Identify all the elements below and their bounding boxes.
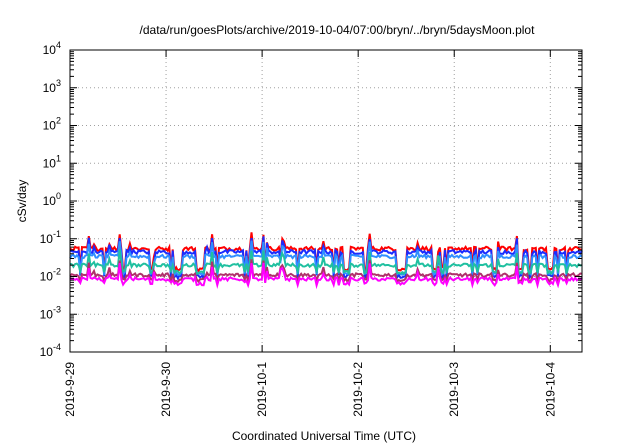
series-group (69, 232, 583, 290)
y-tick-label: 10-3 (40, 304, 61, 321)
y-tick-label: 10-4 (40, 342, 61, 359)
x-tick-label: 2019-10-3 (447, 362, 461, 417)
series-line-4 (69, 249, 583, 277)
y-tick-label: 102 (43, 116, 61, 133)
x-tick-label: 2019-10-2 (351, 362, 365, 417)
x-tick-label: 2019-10-4 (543, 362, 557, 417)
y-axis-label: cSv/day (15, 180, 29, 223)
x-tick-label: 2019-9-29 (63, 362, 77, 417)
y-tick-label: 101 (43, 153, 61, 170)
y-tick-label: 104 (43, 40, 61, 57)
y-tick-label: 10-1 (40, 229, 61, 246)
chart-title: /data/run/goesPlots/archive/2019-10-04/0… (140, 23, 536, 37)
y-tick-labels: 10-4 10-3 10-2 10-1 100 101 102 103 104 (40, 40, 61, 359)
x-axis-label: Coordinated Universal Time (UTC) (232, 429, 416, 443)
series-line-3 (69, 240, 583, 278)
grid (70, 50, 582, 352)
y-tick-label: 10-2 (40, 267, 61, 284)
tick-marks (69, 49, 582, 353)
x-tick-labels: 2019-9-29 2019-9-30 2019-10-1 2019-10-2 2019… (63, 362, 557, 417)
x-tick-label: 2019-10-1 (255, 362, 269, 417)
y-tick-label: 103 (43, 78, 61, 95)
y-tick-label: 100 (43, 191, 61, 208)
x-tick-label: 2019-9-30 (159, 362, 173, 417)
series-line-6 (69, 262, 583, 290)
